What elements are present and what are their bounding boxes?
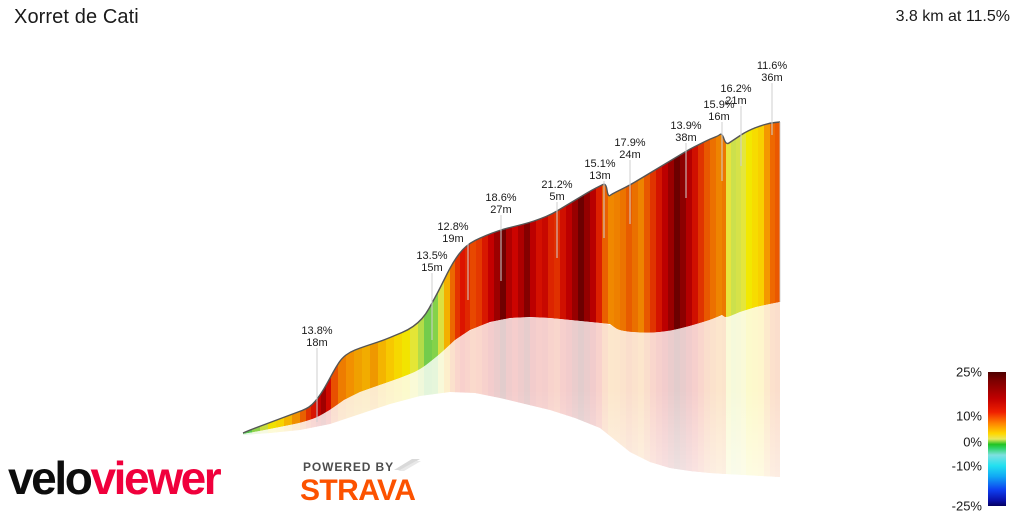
gradient-annotation: 11.6%36m: [757, 61, 787, 84]
legend-tick-label: 0%: [963, 434, 982, 449]
gradient-legend-bar: [988, 372, 1006, 506]
veloviewer-logo-viewer: viewer: [90, 452, 219, 504]
gradient-annotation: 13.9%38m: [670, 121, 701, 144]
gradient-annotation: 13.8%18m: [301, 326, 332, 349]
annotation-distance: 24m: [614, 150, 645, 162]
annotation-percent: 17.9%: [614, 138, 645, 150]
profile-band: [424, 100, 433, 460]
annotation-percent: 11.6%: [757, 61, 787, 73]
gradient-annotation: 17.9%24m: [614, 138, 645, 161]
profile-band: [512, 100, 519, 460]
profile-band: [410, 100, 419, 460]
annotation-percent: 13.5%: [416, 251, 447, 263]
gradient-annotation: 12.8%19m: [437, 222, 468, 245]
profile-band: [402, 100, 411, 460]
strava-wordmark[interactable]: STRAVA: [300, 476, 415, 506]
legend-tick-label: -10%: [952, 458, 982, 473]
veloviewer-logo-velo: velo: [8, 452, 90, 504]
annotation-distance: 36m: [757, 73, 787, 85]
gradient-legend: 25% 10% 0% -10% -25%: [940, 366, 1018, 512]
annotation-distance: 27m: [485, 205, 516, 217]
footer-branding: veloviewer POWERED BY STRAVA: [0, 448, 440, 512]
annotation-percent: 13.8%: [301, 326, 332, 338]
profile-band: [300, 100, 307, 460]
profile-band: [243, 100, 253, 460]
profile-band: [418, 100, 425, 460]
profile-band: [311, 100, 317, 460]
gradient-annotation: 21.2%5m: [541, 180, 572, 203]
profile-band: [268, 100, 277, 460]
profile-band: [284, 100, 293, 460]
profile-band: [450, 100, 456, 460]
profile-band: [260, 100, 269, 460]
powered-by-label: POWERED BY: [303, 460, 394, 474]
profile-band: [455, 100, 461, 460]
annotation-distance: 13m: [584, 171, 615, 183]
annotation-distance: 18m: [301, 338, 332, 350]
profile-band: [432, 100, 439, 460]
legend-tick-label: 10%: [956, 409, 982, 424]
annotation-distance: 16m: [703, 112, 734, 124]
annotation-percent: 16.2%: [720, 84, 751, 96]
profile-band: [276, 100, 285, 460]
profile-band: [394, 100, 403, 460]
profile-band: [292, 100, 301, 460]
profile-band: [321, 100, 327, 460]
gradient-annotation: 15.1%13m: [584, 159, 615, 182]
profile-band: [326, 100, 332, 460]
profile-band: [460, 100, 466, 460]
gradient-annotation: 16.2%21m: [720, 84, 751, 107]
annotation-distance: 15m: [416, 263, 447, 275]
profile-band: [494, 100, 501, 460]
legend-tick-label: -25%: [952, 499, 982, 512]
climb-profile-page: Xorret de Cati 3.8 km at 11.5% 13.8%18m1…: [0, 0, 1024, 512]
annotation-percent: 18.6%: [485, 193, 516, 205]
annotation-percent: 12.8%: [437, 222, 468, 234]
veloviewer-logo[interactable]: veloviewer: [8, 454, 219, 502]
annotation-distance: 19m: [437, 234, 468, 246]
profile-band: [482, 100, 489, 460]
profile-band: [386, 100, 395, 460]
annotation-percent: 15.1%: [584, 159, 615, 171]
profile-band: [488, 100, 495, 460]
elevation-profile-chart[interactable]: [0, 0, 1024, 512]
gradient-annotation: 13.5%15m: [416, 251, 447, 274]
profile-band: [506, 100, 513, 460]
annotation-percent: 13.9%: [670, 121, 701, 133]
profile-svg: [0, 0, 1024, 512]
profile-band: [524, 100, 531, 460]
strava-swoosh-icon: [392, 458, 422, 472]
annotation-percent: 21.2%: [541, 180, 572, 192]
gradient-annotation: 18.6%27m: [485, 193, 516, 216]
profile-band: [470, 100, 477, 460]
profile-band: [444, 100, 451, 460]
profile-band: [518, 100, 525, 460]
annotation-distance: 5m: [541, 192, 572, 204]
annotation-distance: 21m: [720, 96, 751, 108]
profile-band: [252, 100, 261, 460]
legend-tick-label: 25%: [956, 365, 982, 380]
profile-band: [476, 100, 483, 460]
annotation-distance: 38m: [670, 133, 701, 145]
